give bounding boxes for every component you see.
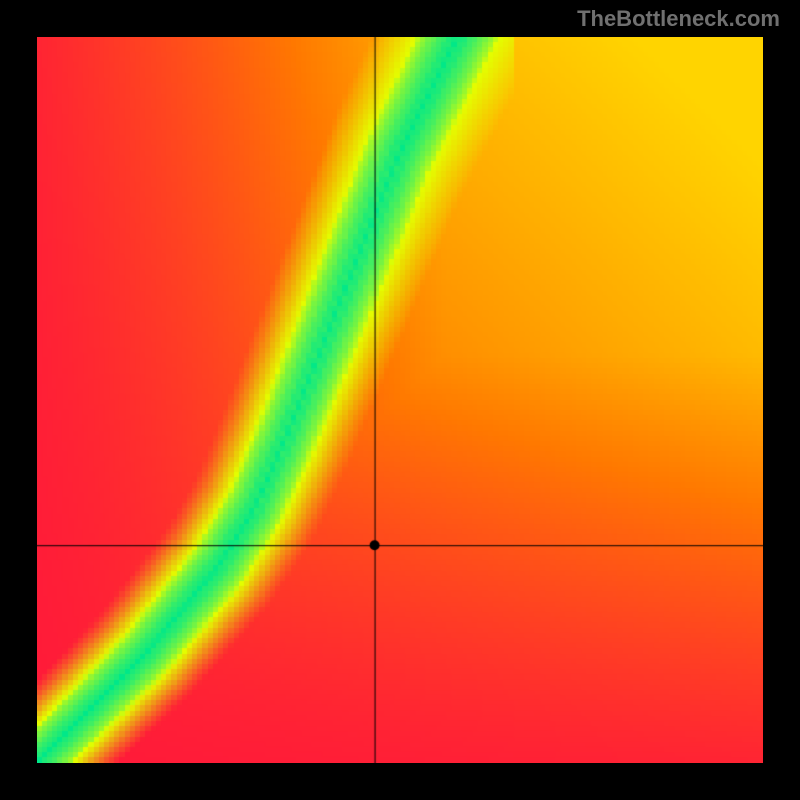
bottleneck-heatmap [37,37,763,763]
watermark-text: TheBottleneck.com [577,6,780,32]
